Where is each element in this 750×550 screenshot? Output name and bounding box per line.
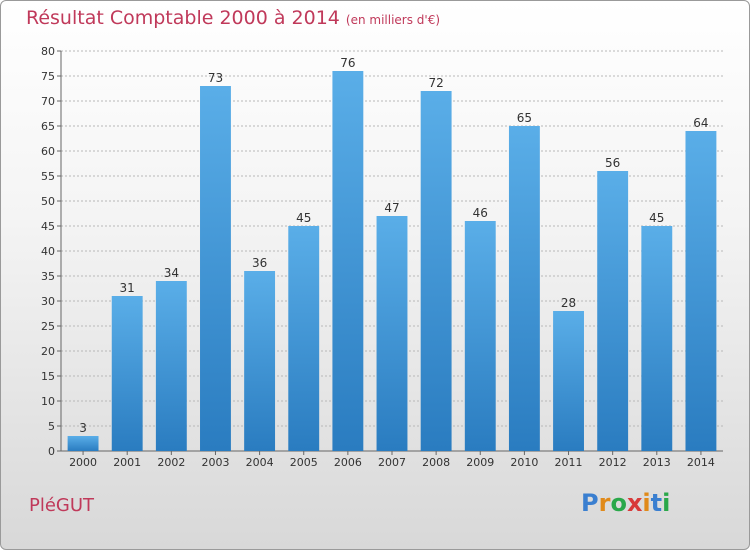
logo-letter: i [642,489,651,517]
logo-letter: x [626,489,643,517]
proxiti-logo[interactable]: Proxiti [581,489,670,517]
value-label-2012: 56 [605,156,620,170]
x-tick-label: 2002 [157,456,185,469]
y-tick-label: 80 [41,45,55,58]
y-tick-label: 20 [41,345,55,358]
bar-2009 [464,221,496,451]
value-label-2007: 47 [384,201,399,215]
y-tick-label: 50 [41,195,55,208]
x-tick-label: 2008 [422,456,450,469]
logo-letter: P [581,489,599,517]
logo-letter: i [662,489,671,517]
grid-lines [57,50,723,452]
y-tick-label: 25 [41,320,55,333]
value-label-2014: 64 [693,116,708,130]
value-label-2011: 28 [561,296,576,310]
y-tick-label: 0 [48,445,55,458]
bar-2003 [200,86,231,451]
x-tick-label: 2011 [555,456,583,469]
x-tick-label: 2000 [69,456,97,469]
y-tick-label: 60 [41,145,55,158]
bar-2011 [553,311,584,451]
bar-2004 [244,271,276,451]
value-label-2000: 3 [79,421,87,435]
y-tick-label: 5 [48,420,55,433]
x-tick-label: 2005 [290,456,318,469]
value-labels: 3 31 34 73 36 45 76 47 72 46 65 28 56 45 64 [79,56,708,435]
bar-2013 [641,226,673,451]
x-tick-label: 2007 [378,456,406,469]
x-tick-label: 2003 [201,456,229,469]
value-label-2010: 65 [517,111,532,125]
value-label-2001: 31 [120,281,135,295]
x-tick-label: 2009 [466,456,494,469]
logo-letter: t [650,489,663,517]
value-label-2006: 76 [340,56,355,70]
bar-2010 [508,126,540,451]
bars [67,71,717,451]
x-tick-labels: 2000 2001 2002 2003 2004 2005 2006 2007 2008 2009… [69,451,715,469]
bar-2005 [288,226,320,451]
bar-2008 [420,91,452,451]
bar-2001 [111,296,143,451]
y-tick-label: 65 [41,120,55,133]
x-tick-label: 2010 [510,456,538,469]
bar-2006 [332,71,364,451]
y-tick-label: 55 [41,170,55,183]
y-tick-labels: 0 5 10 15 20 25 30 35 40 45 50 55 60 65 70 75 80 [41,45,55,458]
y-tick-label: 75 [41,70,55,83]
x-tick-label: 2014 [687,456,715,469]
chart-title-text: Résultat Comptable 2000 à 2014 [26,7,340,29]
value-label-2009: 46 [473,206,488,220]
y-tick-label: 45 [41,220,55,233]
value-label-2005: 45 [296,211,311,225]
y-tick-label: 70 [41,95,55,108]
y-tick-label: 35 [41,270,55,283]
chart-subtitle: (en milliers d'€) [345,13,441,27]
logo-letter: r [598,489,611,517]
bar-2014 [685,131,717,451]
logo-letter: o [610,489,627,517]
y-tick-label: 40 [41,245,55,258]
value-label-2004: 36 [252,256,267,270]
x-tick-label: 2004 [246,456,274,469]
value-label-2002: 34 [164,266,179,280]
chart-title: Résultat Comptable 2000 à 2014 (en millie… [26,7,440,29]
x-tick-label: 2001 [113,456,141,469]
x-tick-label: 2013 [643,456,671,469]
commune-name: PléGUT [29,495,95,516]
bar-2000 [67,436,99,451]
value-label-2013: 45 [649,211,664,225]
bar-2002 [155,281,187,451]
y-tick-label: 30 [41,295,55,308]
bar-2012 [597,171,629,451]
x-tick-label: 2006 [334,456,362,469]
y-tick-label: 15 [41,370,55,383]
value-label-2008: 72 [428,76,443,90]
y-tick-label: 10 [41,395,55,408]
bar-2007 [376,216,408,451]
value-label-2003: 73 [208,71,223,85]
x-tick-label: 2012 [599,456,627,469]
